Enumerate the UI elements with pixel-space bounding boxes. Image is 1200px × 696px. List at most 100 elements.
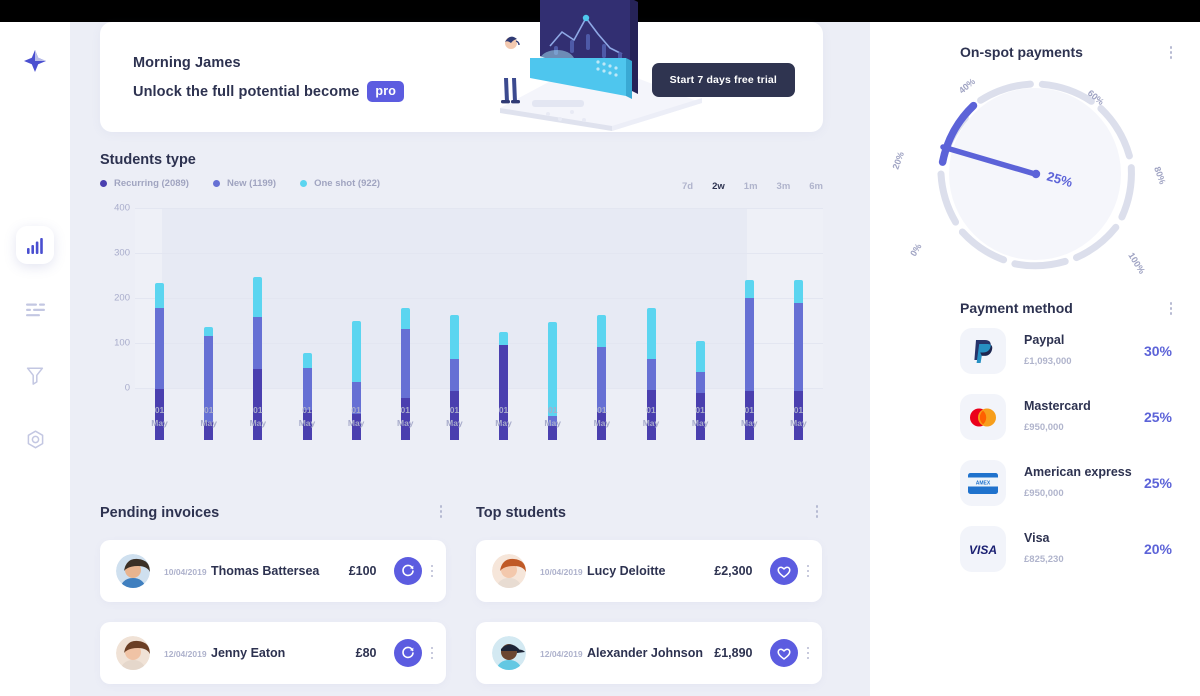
list-item-amount: £1,890 <box>714 646 753 660</box>
list-item-kebab-icon[interactable] <box>806 564 809 578</box>
list-item-name: Jenny Eaton <box>211 646 286 660</box>
chart-bar <box>204 260 214 440</box>
chart-bar <box>646 260 656 440</box>
payment-method-percent: 25% <box>1143 409 1172 425</box>
list-item-kebab-icon[interactable] <box>430 646 433 660</box>
payment-method-row[interactable]: Paypal £1,093,000 30% <box>960 318 1172 384</box>
chart-bar <box>695 260 705 440</box>
time-range-selector: 7d 2w 1m 3m 6m <box>682 181 823 192</box>
x-axis-tick: 01 May <box>397 405 414 428</box>
list-item[interactable]: 10/04/2019 Thomas Battersea £100 <box>100 540 446 602</box>
refresh-icon[interactable] <box>393 639 422 667</box>
grid-line <box>135 388 823 389</box>
avatar <box>116 636 150 670</box>
payment-method-row[interactable]: Mastercard £950,000 25% <box>960 384 1172 450</box>
legend-item-one-shot: One shot (922) <box>300 178 380 189</box>
sidebar-item-analytics[interactable] <box>16 226 54 264</box>
funnel-filter-icon <box>26 366 44 385</box>
sidebar-item-filters[interactable] <box>16 356 54 394</box>
range-1m[interactable]: 1m <box>743 181 758 192</box>
chart-legend: Recurring (2089) New (1199) One shot (92… <box>100 178 380 189</box>
top-students-kebab-icon[interactable] <box>815 505 818 518</box>
sidebar-item-reports[interactable] <box>16 291 54 329</box>
chart-bar <box>449 260 459 440</box>
bar-segment-one-shot <box>204 327 214 336</box>
sparkle-logo-icon[interactable] <box>18 44 52 78</box>
on-spot-payments-kebab-icon[interactable] <box>1169 46 1172 59</box>
range-6m[interactable]: 6m <box>809 181 823 192</box>
x-axis-tick: 01 May <box>741 405 758 428</box>
list-item[interactable]: 12/04/2019 Jenny Eaton £80 <box>100 622 446 684</box>
svg-text:80%: 80% <box>1152 165 1168 185</box>
range-2w[interactable]: 2w <box>712 181 725 192</box>
range-7d[interactable]: 7d <box>682 181 694 192</box>
payment-method-info: Paypal £1,093,000 <box>1024 333 1144 369</box>
amex-icon: AMEX <box>960 460 1006 506</box>
bar-segment-new <box>646 359 656 390</box>
content-column: Morning James Unlock the full potential … <box>70 0 870 696</box>
bar-segment-one-shot <box>793 280 803 303</box>
heart-icon[interactable] <box>769 557 798 585</box>
bar-segment-one-shot <box>155 282 165 309</box>
on-spot-payments-title: On-spot payments <box>960 44 1083 60</box>
bar-segment-recurring <box>449 390 459 440</box>
bar-segment-one-shot <box>253 276 263 317</box>
avatar <box>492 636 526 670</box>
list-item[interactable]: 12/04/2019 Alexander Johnson £1,890 <box>476 622 822 684</box>
range-3m[interactable]: 3m <box>776 181 791 192</box>
bar-segment-one-shot <box>744 280 754 299</box>
svg-text:VISA: VISA <box>969 543 997 556</box>
payment-method-row[interactable]: VISA Visa £825,230 20% <box>960 516 1172 582</box>
bottom-lists: Pending invoices 10/04/2019 Thomas Batte… <box>100 504 823 696</box>
right-panel: On-spot payments <box>870 22 1200 696</box>
pending-invoices-kebab-icon[interactable] <box>439 505 442 518</box>
legend-item-new: New (1199) <box>212 178 276 189</box>
payment-method-kebab-icon[interactable] <box>1169 302 1172 315</box>
list-item-info: 12/04/2019 Alexander Johnson <box>540 644 714 662</box>
bar-segment-recurring <box>646 389 656 440</box>
payment-method-name: Paypal <box>1024 333 1065 347</box>
students-bar-chart: 0 100 200 300 400 01 May 01 May 01 May 01 May 01 May 01… <box>100 203 823 440</box>
legend-item-recurring: Recurring (2089) <box>100 178 189 189</box>
avatar <box>492 554 526 588</box>
chart-bar <box>548 260 558 440</box>
chart-bar <box>400 260 410 440</box>
list-item-info: 12/04/2019 Jenny Eaton <box>164 644 356 662</box>
payment-method-percent: 20% <box>1143 541 1172 557</box>
list-item-date: 12/04/2019 <box>164 649 207 659</box>
bar-segment-new <box>204 335 214 422</box>
refresh-icon[interactable] <box>393 557 422 585</box>
list-item-kebab-icon[interactable] <box>430 564 433 578</box>
bar-segment-new <box>155 308 165 390</box>
heart-icon[interactable] <box>769 639 798 667</box>
list-item-kebab-icon[interactable] <box>806 646 809 660</box>
list-item-date: 10/04/2019 <box>540 567 583 577</box>
list-item-amount: £80 <box>355 646 377 660</box>
list-item-date: 10/04/2019 <box>164 567 207 577</box>
banner-text: Morning James Unlock the full potential … <box>133 55 405 102</box>
payment-method-name: Visa <box>1024 531 1050 545</box>
list-item[interactable]: 10/04/2019 Lucy Deloitte £2,300 <box>476 540 822 602</box>
students-title: Students type <box>100 152 196 168</box>
pro-badge: pro <box>367 81 405 102</box>
bar-segment-recurring <box>499 345 509 440</box>
list-item-name: Thomas Battersea <box>211 564 320 578</box>
bar-segment-one-shot <box>499 331 509 346</box>
x-axis-tick: 01 May <box>249 405 267 428</box>
bar-segment-one-shot <box>597 314 607 348</box>
list-item-name: Lucy Deloitte <box>587 564 666 578</box>
bar-segment-new <box>793 302 803 391</box>
sidebar-item-settings[interactable] <box>16 421 54 459</box>
start-free-trial-button[interactable]: Start 7 days free trial <box>651 63 795 97</box>
svg-text:100%: 100% <box>1126 251 1147 276</box>
bar-segment-new <box>597 347 607 413</box>
pending-invoices-list: 10/04/2019 Thomas Battersea £100 12/04/2… <box>100 540 446 684</box>
grid-line <box>135 343 823 344</box>
payment-method-row[interactable]: AMEX American express £950,000 25% <box>960 450 1172 516</box>
list-item-amount: £2,300 <box>714 564 753 578</box>
legend-label-recurring: Recurring (2089) <box>114 178 189 189</box>
bar-segment-recurring <box>548 425 558 440</box>
payment-method-header: Payment method <box>870 292 1200 318</box>
legend-label-one-shot: One shot (922) <box>314 178 381 189</box>
